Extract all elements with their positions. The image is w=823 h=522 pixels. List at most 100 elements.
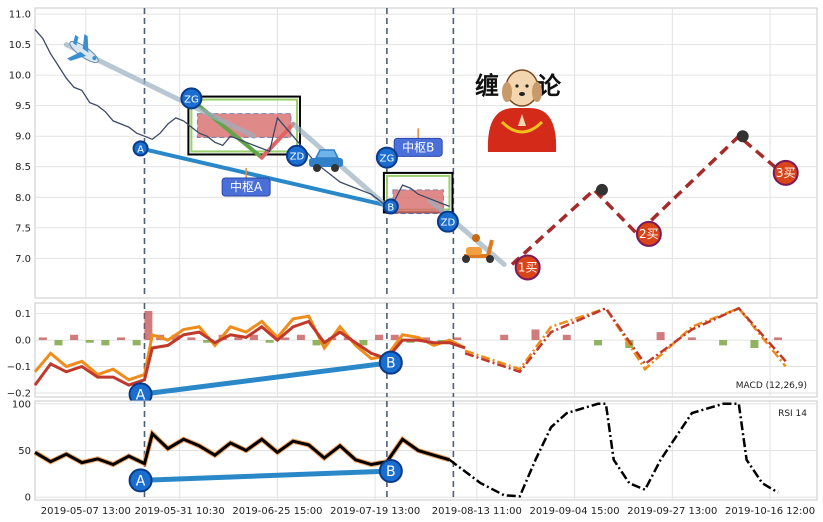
y-tick-label: 9.0 [15, 132, 31, 143]
x-tick-label: 2019-05-31 10:30 [135, 506, 225, 517]
point-label: ZD [441, 218, 456, 229]
point-marker [635, 220, 662, 247]
macd-histogram-bar [54, 340, 63, 346]
macd-frame [34, 302, 818, 398]
y-tick-label: 7.5 [15, 223, 31, 234]
macd-histogram-bar [531, 329, 540, 341]
dif-line [33, 314, 466, 382]
divergence-label: A [136, 387, 146, 403]
point-label: 2买 [639, 227, 659, 241]
x-tick-label: 2019-07-19 13:00 [330, 506, 420, 517]
divergence-point [378, 459, 403, 484]
proj-rsi-line [448, 402, 779, 498]
y-tick-label: 0.0 [15, 336, 31, 347]
macd-histogram-bar [312, 340, 321, 346]
stroke-segment [138, 146, 393, 209]
macd-histogram-bar [249, 334, 258, 341]
y-tick-label: 50 [18, 446, 31, 457]
macd-histogram-bar [773, 337, 782, 341]
macd-histogram-bar [562, 334, 571, 341]
point-label: 3买 [776, 166, 796, 180]
projection-vertex [736, 130, 749, 143]
macd-histogram-bar [687, 337, 696, 341]
macd-histogram-bar [132, 340, 141, 346]
macd-histogram-bar [234, 337, 243, 341]
y-tick-label: 0 [25, 493, 31, 504]
macd-histogram-bar [296, 334, 305, 341]
rsi-panel: 100 50 0 A B RSI 14 [12, 399, 818, 504]
macd-histogram-bar [281, 337, 290, 341]
point-label: ZG [380, 154, 395, 165]
point-marker [382, 198, 399, 215]
macd-histogram-bar [359, 340, 368, 346]
macd-histogram-bar [144, 310, 153, 341]
annotation-box [393, 137, 443, 157]
point-label: A [137, 144, 144, 155]
annotation-label: 中枢A [230, 179, 263, 194]
x-tick-label: 2019-08-13 11:00 [432, 506, 522, 517]
y-tick-label: 8.5 [15, 162, 31, 173]
y-tick-label: 0.1 [15, 309, 31, 320]
point-label: ZD [290, 152, 305, 163]
point-label: ZG [184, 94, 199, 105]
macd-histogram-bar [265, 340, 274, 343]
macd-histogram-bar [453, 337, 462, 341]
y-tick-label: −0.1 [7, 362, 31, 373]
y-tick-label: 100 [12, 399, 31, 410]
point-marker [285, 144, 308, 167]
buddha-dog-icon [487, 69, 557, 152]
y-tick-label: 9.5 [15, 101, 31, 112]
macd-histogram-bar [719, 340, 728, 346]
point-marker [132, 140, 149, 157]
macd-histogram-bar [85, 340, 94, 343]
y-tick-label: 8.0 [15, 193, 31, 204]
macd-histogram-bar [656, 332, 665, 341]
macd-histogram-bar [594, 340, 603, 346]
divergence-label: B [386, 356, 396, 372]
point-marker [375, 146, 398, 169]
x-tick-label: 2019-05-07 13:00 [41, 506, 131, 517]
y-tick-label: −0.2 [7, 389, 31, 400]
divergence-line [138, 468, 394, 483]
point-label: 1买 [518, 260, 538, 274]
panel-legend: RSI 14 [778, 409, 807, 419]
scooter-icon [462, 234, 494, 263]
x-tick-label: 2019-09-04 15:00 [530, 506, 620, 517]
point-marker [514, 254, 541, 281]
divergence-line [138, 360, 394, 397]
divergence-label: B [386, 464, 396, 480]
divergence-point [128, 468, 153, 493]
x-tick-label: 2019-10-16 12:00 [725, 506, 815, 517]
rsi-line [34, 430, 450, 467]
macd-histogram-bar [117, 337, 126, 341]
macd-histogram-bar [70, 334, 79, 341]
x-tick-label: 2019-09-27 13:00 [627, 506, 717, 517]
panel-legend: MACD (12,26,9) [736, 381, 807, 391]
stroke-segment [427, 197, 507, 267]
macd-histogram-bar [171, 334, 180, 341]
projection-vertex [595, 183, 608, 196]
macd-histogram-bar [422, 337, 430, 341]
divergence-point [378, 350, 403, 375]
macd-histogram-bar [500, 334, 509, 341]
macd-histogram-bar [390, 334, 399, 341]
point-marker [772, 159, 799, 186]
car-icon [309, 149, 343, 172]
macd-panel: 0.1 0.0 −0.1 −0.2 A B MACD (12,26,9) [7, 302, 818, 407]
point-marker [180, 87, 203, 110]
macd-histogram-bar [187, 337, 196, 341]
macd-histogram-bar [203, 340, 212, 343]
title-glyph: 缠 [475, 72, 499, 100]
macd-histogram-bar [375, 334, 384, 341]
proj-dif-line [464, 306, 787, 372]
annotation-box [221, 177, 271, 197]
y-tick-label: 10.5 [9, 40, 31, 51]
macd-histogram-bar [101, 340, 110, 346]
x-tick-label: 2019-06-25 15:00 [232, 506, 322, 517]
airplane-icon [67, 33, 99, 64]
y-tick-label: 11.0 [9, 10, 31, 21]
y-tick-label: 10.0 [9, 71, 31, 82]
macd-histogram-bar [750, 340, 759, 349]
annotation-label: 中枢B [402, 139, 434, 154]
